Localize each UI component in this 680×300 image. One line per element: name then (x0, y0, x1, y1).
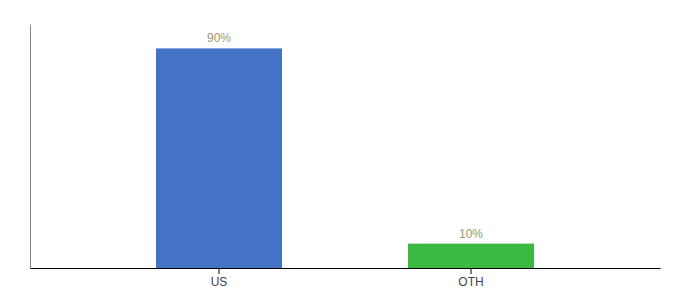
x-tick-mark (219, 268, 220, 274)
y-axis (30, 25, 31, 269)
data-label: 90% (207, 31, 231, 45)
bar (156, 48, 282, 268)
chart: US OTH 90% 10% (0, 0, 680, 300)
y-axis-line (30, 25, 31, 269)
x-tick-mark (471, 268, 472, 274)
plot: US OTH 90% 10% (31, 25, 661, 289)
data-label: 10% (459, 227, 483, 241)
x-tick: OTH (458, 268, 483, 289)
bars (156, 48, 534, 268)
x-tick-label: OTH (458, 275, 483, 289)
x-axis: US OTH (31, 268, 661, 289)
x-tick-label: US (211, 275, 228, 289)
data-labels: 90% 10% (207, 31, 483, 240)
x-tick: US (211, 268, 228, 289)
bar (408, 244, 534, 268)
x-axis-line (31, 268, 661, 269)
